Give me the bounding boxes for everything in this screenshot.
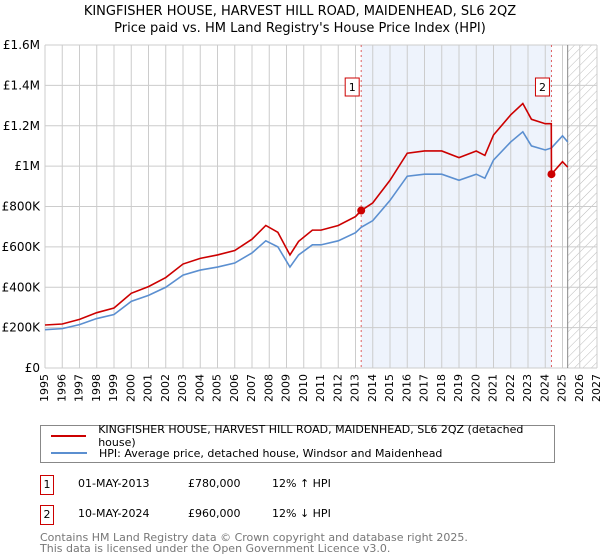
x-tick-label: 2014 xyxy=(366,374,379,402)
x-tick-label: 2010 xyxy=(297,374,310,402)
x-tick-label: 2011 xyxy=(314,374,327,402)
marker-badge: 1 xyxy=(40,475,54,495)
x-tick-label: 2006 xyxy=(228,374,241,402)
marker-badge: 2 xyxy=(40,505,54,525)
y-tick-label: £0 xyxy=(25,361,40,375)
y-tick-label: £1.2M xyxy=(3,119,40,133)
x-tick-label: 2002 xyxy=(159,374,172,402)
legend-item-hpi: HPI: Average price, detached house, Wind… xyxy=(51,445,442,461)
sale-badge-label: 2 xyxy=(539,81,546,94)
x-tick-label: 2000 xyxy=(124,374,137,402)
transaction-hpi: 12% ↓ HPI xyxy=(272,507,331,520)
x-tick-label: 2004 xyxy=(193,374,206,402)
x-tick-label: 2021 xyxy=(487,374,500,402)
x-tick-label: 2019 xyxy=(452,374,465,402)
transaction-price: £960,000 xyxy=(188,507,241,520)
x-tick-label: 2008 xyxy=(262,374,275,402)
y-tick-label: £200K xyxy=(2,321,42,335)
transaction-price: £780,000 xyxy=(188,477,241,490)
transaction-hpi: 12% ↑ HPI xyxy=(272,477,331,490)
chart-subtitle: Price paid vs. HM Land Registry's House … xyxy=(114,21,486,36)
x-tick-label: 2017 xyxy=(418,374,431,402)
x-tick-label: 2018 xyxy=(435,374,448,402)
x-tick-label: 1996 xyxy=(55,374,68,402)
y-tick-label: £800K xyxy=(2,200,42,214)
x-tick-label: 2012 xyxy=(331,374,344,402)
transaction-date: 01-MAY-2013 xyxy=(78,477,150,490)
x-tick-label: 2013 xyxy=(349,374,362,402)
x-tick-label: 1999 xyxy=(107,374,120,402)
legend-item-property: KINGFISHER HOUSE, HARVEST HILL ROAD, MAI… xyxy=(51,423,554,449)
x-tick-label: 2016 xyxy=(400,374,413,402)
transaction-date: 10-MAY-2024 xyxy=(78,507,150,520)
x-tick-label: 2027 xyxy=(590,374,600,402)
x-tick-label: 2025 xyxy=(556,374,569,402)
hpi-line xyxy=(44,130,569,331)
legend-blue-line xyxy=(51,452,87,454)
legend-label: KINGFISHER HOUSE, HARVEST HILL ROAD, MAI… xyxy=(98,423,524,449)
x-tick-label: 2015 xyxy=(383,374,396,402)
x-tick-label: 2001 xyxy=(142,374,155,402)
x-tick-label: 1998 xyxy=(90,374,103,402)
sale-badge-label: 1 xyxy=(349,81,356,94)
legend-label: HPI: Average price, detached house, Wind… xyxy=(99,446,443,460)
x-tick-label: 2009 xyxy=(280,374,293,402)
y-tick-label: £1M xyxy=(14,159,40,173)
x-tick-label: 2024 xyxy=(538,374,551,402)
x-tick-label: 2022 xyxy=(504,374,517,402)
sale-point xyxy=(547,170,556,179)
sale-point xyxy=(357,206,366,215)
x-tick-label: 2023 xyxy=(521,374,534,402)
property-price-line xyxy=(44,102,569,326)
footer-copyright: Contains HM Land Registry data © Crown c… xyxy=(40,531,468,544)
x-tick-label: 2007 xyxy=(245,374,258,402)
sale-badge xyxy=(344,77,360,97)
price-chart: 1995 1996 1997 1998 1999 2000 2001 2002 2003 2004… xyxy=(2,38,600,402)
x-tick-label: 1997 xyxy=(73,374,86,402)
footer-licence: This data is licensed under the Open Gov… xyxy=(40,542,391,555)
legend-red-line xyxy=(51,435,87,437)
legend: KINGFISHER HOUSE, HARVEST HILL ROAD, MAI… xyxy=(40,423,555,463)
y-tick-label: £1.4M xyxy=(3,78,40,92)
y-tick-label: £1.6M xyxy=(3,38,40,52)
sale-badge xyxy=(534,77,550,97)
x-tick-label: 2026 xyxy=(573,374,586,402)
y-tick-label: £600K xyxy=(2,240,42,254)
y-tick-label: £400K xyxy=(2,280,42,294)
x-tick-label: 2003 xyxy=(176,374,189,402)
x-tick-label: 1995 xyxy=(38,374,51,402)
chart-title: KINGFISHER HOUSE, HARVEST HILL ROAD, MAI… xyxy=(83,4,517,19)
x-tick-label: 2020 xyxy=(469,374,482,402)
x-tick-label: 2005 xyxy=(211,374,224,402)
